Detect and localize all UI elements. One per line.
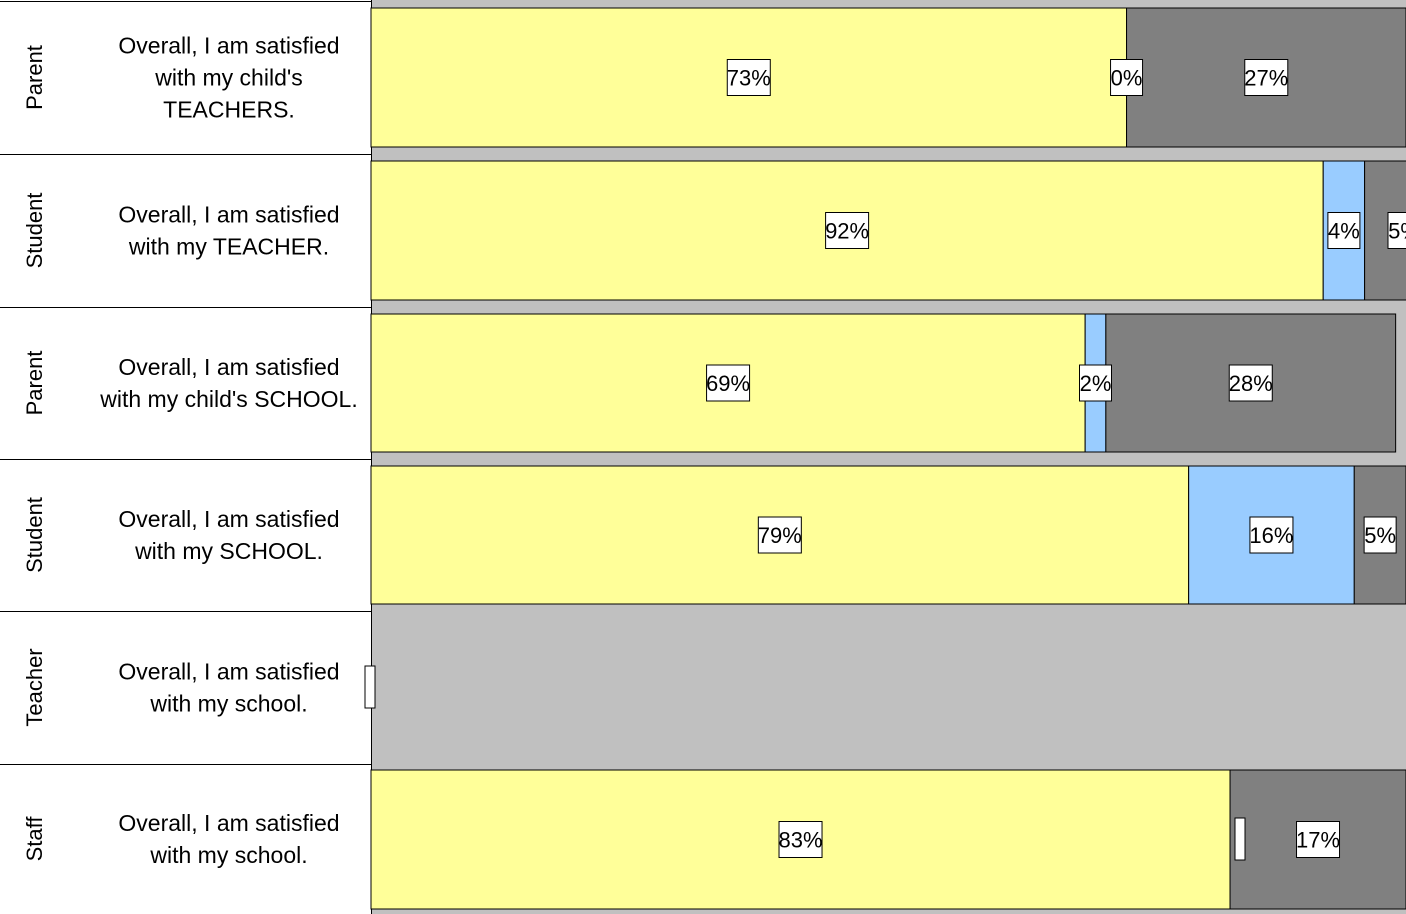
group-label: Parent <box>22 351 47 416</box>
question-text: Overall, I am satisfied <box>118 506 339 532</box>
data-label-box <box>1228 364 1273 402</box>
empty-label-box <box>364 665 376 709</box>
data-label-box <box>1244 59 1289 96</box>
question-text: TEACHERS. <box>163 97 295 123</box>
data-label-text: 4% <box>1328 219 1360 244</box>
data-label-box <box>1079 364 1112 402</box>
data-label-text: 16% <box>1249 523 1293 548</box>
question-text: with my child's SCHOOL. <box>99 386 357 412</box>
data-label-text: 92% <box>825 219 869 244</box>
group-label: Student <box>22 497 47 573</box>
data-label: 5% <box>1363 516 1397 554</box>
question-text: Overall, I am satisfied <box>118 202 339 228</box>
data-label-box <box>1387 212 1406 249</box>
data-label-text: 27% <box>1244 66 1288 91</box>
question-text: with my school. <box>149 842 307 868</box>
group-label: Parent <box>22 45 47 110</box>
plot-background <box>371 0 1406 914</box>
data-label-text: 5% <box>1364 523 1396 548</box>
data-label: 0% <box>1110 59 1144 96</box>
data-label: 79% <box>757 516 802 554</box>
data-label-text: 28% <box>1229 371 1273 396</box>
data-label-text: 2% <box>1080 371 1112 396</box>
empty-label-box <box>1234 817 1246 861</box>
question-text: Overall, I am satisfied <box>118 33 339 59</box>
data-label: 4% <box>1327 212 1361 249</box>
question-text: Overall, I am satisfied <box>118 659 339 685</box>
group-label: Student <box>22 193 47 269</box>
data-label-box <box>1363 516 1397 554</box>
question-text: Overall, I am satisfied <box>118 810 339 836</box>
data-label: 83% <box>778 821 823 858</box>
question-text: with my SCHOOL. <box>134 538 323 564</box>
data-label-text: 0% <box>1111 66 1143 91</box>
data-label: 17% <box>1296 821 1341 858</box>
question-text: Overall, I am satisfied <box>118 354 339 380</box>
question-text: with my TEACHER. <box>128 234 329 260</box>
data-label: 28% <box>1228 364 1273 402</box>
data-label: 73% <box>726 59 771 96</box>
data-label-text: 73% <box>727 66 771 91</box>
data-label-box <box>726 59 771 96</box>
data-label: 69% <box>706 364 751 402</box>
data-label-box <box>1296 821 1341 858</box>
data-label-text: 69% <box>706 371 750 396</box>
data-label-text: 83% <box>779 828 823 853</box>
group-label: Staff <box>22 816 47 862</box>
data-label-box <box>1249 516 1294 554</box>
data-label-text: 17% <box>1296 828 1340 853</box>
data-label: 5% <box>1387 212 1406 249</box>
question-text: with my child's <box>154 65 303 91</box>
data-label: 2% <box>1079 364 1112 402</box>
data-label-box <box>706 364 751 402</box>
group-label: Teacher <box>22 648 47 726</box>
plot-area: 73% 0% 27% 92% 4% 5% 69% 2% 28% 79% 16% 5% 83% 17% <box>364 0 1406 914</box>
data-label-box <box>825 212 870 249</box>
data-label-text: 79% <box>758 523 802 548</box>
data-label: 27% <box>1244 59 1289 96</box>
data-label-box <box>1327 212 1361 249</box>
question-text: with my school. <box>149 691 307 717</box>
data-label: 16% <box>1249 516 1294 554</box>
row-labels: Parent Overall, I am satisfied with my chi… <box>0 1 371 868</box>
data-label: 92% <box>825 212 870 249</box>
data-label-box <box>757 516 802 554</box>
data-label-box <box>778 821 823 858</box>
data-label-box <box>1110 59 1144 96</box>
data-label-text: 5% <box>1388 219 1406 244</box>
